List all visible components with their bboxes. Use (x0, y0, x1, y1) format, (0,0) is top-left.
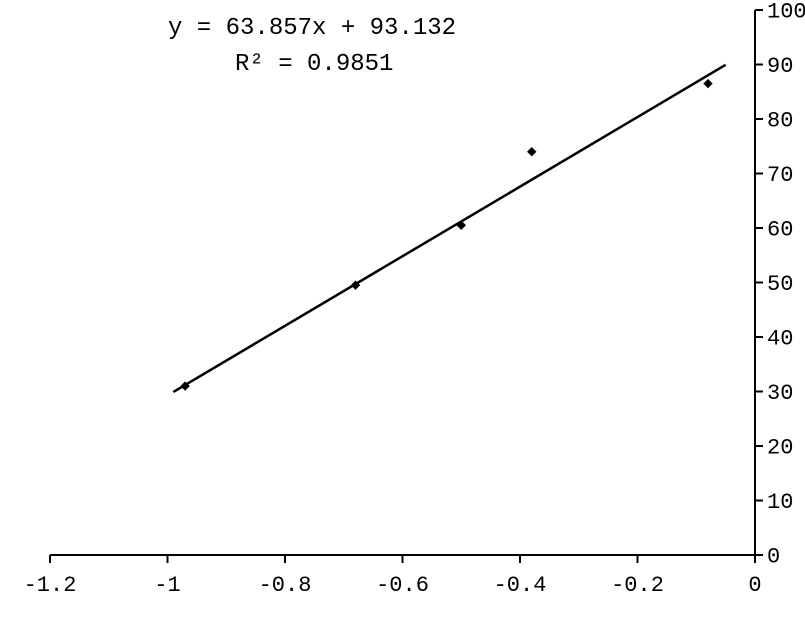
y-tick-label: 0 (767, 545, 780, 570)
x-tick-label: -0.4 (494, 573, 547, 598)
linear-regression-chart: -1.2 -1 -0.8 -0.6 -0.4 -0.2 00 10 20 30 40 50 60 70 80… (0, 0, 805, 617)
x-tick-label: -1 (154, 573, 180, 598)
x-tick-label: -1.2 (24, 573, 77, 598)
x-tick-label: -0.6 (376, 573, 429, 598)
y-tick-label: 20 (767, 436, 793, 461)
r-squared-text: R² = 0.9851 (235, 51, 393, 78)
scatter-point (704, 80, 712, 88)
chart-svg: -1.2 -1 -0.8 -0.6 -0.4 -0.2 00 10 20 30 40 50 60 70 80… (0, 0, 805, 617)
y-tick-label: 80 (767, 109, 793, 134)
y-tick-label: 70 (767, 163, 793, 188)
regression-line (173, 65, 725, 392)
y-tick-label: 10 (767, 490, 793, 515)
y-tick-label: 100 (767, 0, 805, 25)
y-tick-label: 90 (767, 54, 793, 79)
y-tick-label: 50 (767, 272, 793, 297)
x-tick-label: -0.2 (611, 573, 664, 598)
x-tick-label: 0 (748, 573, 761, 598)
y-tick-label: 60 (767, 218, 793, 243)
x-tick-label: -0.8 (259, 573, 312, 598)
y-tick-label: 30 (767, 381, 793, 406)
equation-text: y = 63.857x + 93.132 (168, 15, 456, 42)
scatter-point (528, 148, 536, 156)
y-tick-label: 40 (767, 327, 793, 352)
